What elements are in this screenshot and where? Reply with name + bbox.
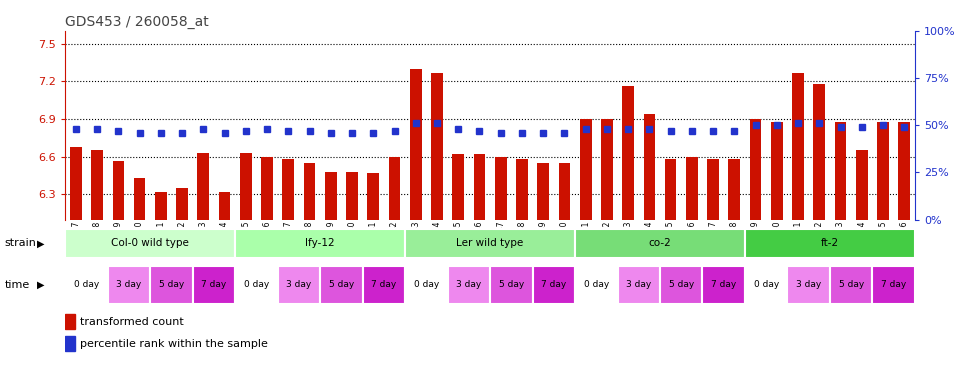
Bar	[708, 159, 719, 220]
Text: 0 day: 0 day	[74, 280, 99, 289]
Bar	[580, 119, 591, 220]
Bar	[575, 266, 617, 303]
Bar	[491, 266, 533, 303]
Bar	[282, 159, 294, 220]
Text: co-2: co-2	[649, 238, 671, 249]
Bar	[873, 266, 915, 303]
Bar	[664, 159, 677, 220]
Bar	[368, 173, 379, 220]
Bar	[405, 228, 575, 258]
Bar	[877, 122, 889, 220]
Text: 7 day: 7 day	[372, 280, 396, 289]
Bar	[177, 188, 188, 220]
Text: ▶: ▶	[36, 238, 44, 249]
Bar	[686, 157, 698, 220]
Text: 7 day: 7 day	[202, 280, 227, 289]
Bar	[235, 228, 405, 258]
Bar	[277, 266, 321, 303]
Bar	[410, 69, 421, 220]
Bar	[235, 266, 277, 303]
Text: 3 day: 3 day	[626, 280, 652, 289]
Bar	[261, 157, 273, 220]
Bar	[559, 163, 570, 220]
Text: 3 day: 3 day	[456, 280, 482, 289]
Bar	[112, 161, 124, 220]
Bar	[494, 157, 507, 220]
Bar	[321, 266, 363, 303]
Bar	[533, 266, 575, 303]
Bar	[601, 119, 612, 220]
Bar	[150, 266, 193, 303]
Bar	[389, 157, 400, 220]
Text: GDS453 / 260058_at: GDS453 / 260058_at	[65, 15, 209, 29]
Bar	[65, 228, 235, 258]
Text: transformed count: transformed count	[80, 317, 183, 326]
Text: ▶: ▶	[36, 280, 44, 290]
Text: time: time	[5, 280, 30, 290]
Bar	[324, 172, 337, 220]
Bar	[856, 150, 868, 220]
Text: 7 day: 7 day	[881, 280, 906, 289]
Bar	[729, 159, 740, 220]
Bar	[660, 266, 703, 303]
Bar	[834, 122, 847, 220]
Text: 7 day: 7 day	[711, 280, 736, 289]
Text: ft-2: ft-2	[821, 238, 839, 249]
Bar	[65, 336, 75, 351]
Bar	[617, 266, 660, 303]
Bar	[65, 314, 75, 329]
Bar	[70, 147, 82, 220]
Text: 0 day: 0 day	[584, 280, 609, 289]
Text: strain: strain	[5, 238, 36, 249]
Text: percentile rank within the sample: percentile rank within the sample	[80, 339, 268, 348]
Bar	[792, 72, 804, 220]
Bar	[363, 266, 405, 303]
Text: Col-0 wild type: Col-0 wild type	[111, 238, 189, 249]
Bar	[65, 266, 108, 303]
Bar	[193, 266, 235, 303]
Bar	[198, 153, 209, 220]
Bar	[155, 192, 167, 220]
Bar	[452, 154, 464, 220]
Text: 0 day: 0 day	[414, 280, 439, 289]
Text: 3 day: 3 day	[116, 280, 142, 289]
Bar	[91, 150, 103, 220]
Bar	[745, 266, 787, 303]
Text: 0 day: 0 day	[754, 280, 779, 289]
Bar	[745, 228, 915, 258]
Bar	[787, 266, 830, 303]
Bar	[303, 163, 316, 220]
Bar	[750, 119, 761, 220]
Text: 7 day: 7 day	[541, 280, 566, 289]
Text: 5 day: 5 day	[838, 280, 864, 289]
Bar	[108, 266, 151, 303]
Text: 5 day: 5 day	[668, 280, 694, 289]
Text: 3 day: 3 day	[796, 280, 822, 289]
Bar	[347, 172, 358, 220]
Bar	[622, 86, 634, 220]
Bar	[447, 266, 491, 303]
Text: lfy-12: lfy-12	[305, 238, 335, 249]
Text: 5 day: 5 day	[158, 280, 184, 289]
Text: 0 day: 0 day	[244, 280, 269, 289]
Bar	[643, 114, 656, 220]
Bar	[431, 72, 443, 220]
Bar	[538, 163, 549, 220]
Bar	[575, 228, 745, 258]
Bar	[771, 122, 782, 220]
Bar	[813, 84, 826, 220]
Bar	[219, 192, 230, 220]
Bar	[240, 153, 252, 220]
Bar	[133, 178, 146, 220]
Bar	[830, 266, 873, 303]
Bar	[899, 122, 910, 220]
Text: 5 day: 5 day	[498, 280, 524, 289]
Bar	[405, 266, 447, 303]
Text: Ler wild type: Ler wild type	[456, 238, 524, 249]
Bar	[703, 266, 745, 303]
Text: 5 day: 5 day	[328, 280, 354, 289]
Text: 3 day: 3 day	[286, 280, 312, 289]
Bar	[473, 154, 486, 220]
Bar	[516, 159, 528, 220]
